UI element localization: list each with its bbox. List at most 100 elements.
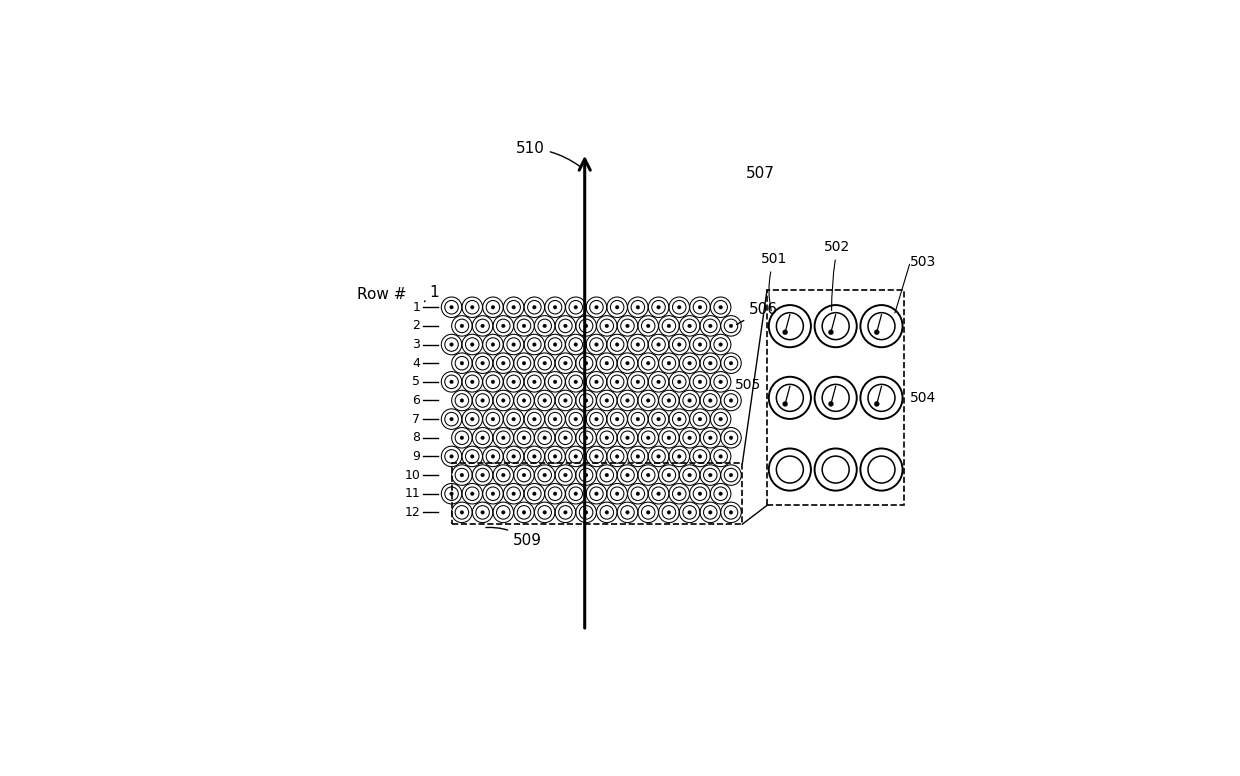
- Circle shape: [688, 436, 692, 440]
- Circle shape: [553, 417, 557, 421]
- Circle shape: [615, 343, 619, 346]
- Circle shape: [626, 399, 630, 402]
- Circle shape: [574, 492, 578, 496]
- Circle shape: [595, 455, 598, 459]
- Circle shape: [574, 455, 578, 459]
- Circle shape: [522, 436, 526, 440]
- Circle shape: [481, 473, 485, 477]
- Circle shape: [574, 306, 578, 309]
- Circle shape: [501, 399, 505, 402]
- Circle shape: [574, 380, 578, 383]
- Circle shape: [450, 306, 454, 309]
- Text: 8: 8: [413, 431, 420, 445]
- Circle shape: [646, 473, 650, 477]
- Circle shape: [584, 324, 588, 327]
- Circle shape: [491, 455, 495, 459]
- Text: 6: 6: [413, 394, 420, 407]
- Circle shape: [450, 455, 454, 459]
- Circle shape: [677, 380, 681, 383]
- Text: 2: 2: [413, 320, 420, 332]
- Circle shape: [595, 492, 598, 496]
- Circle shape: [470, 417, 474, 421]
- Circle shape: [450, 492, 454, 496]
- Circle shape: [491, 417, 495, 421]
- Circle shape: [512, 306, 516, 309]
- Circle shape: [522, 399, 526, 402]
- Circle shape: [532, 306, 536, 309]
- Circle shape: [636, 492, 640, 496]
- Circle shape: [553, 306, 557, 309]
- Circle shape: [563, 473, 567, 477]
- Circle shape: [532, 343, 536, 346]
- Circle shape: [636, 380, 640, 383]
- Circle shape: [460, 511, 464, 514]
- Circle shape: [667, 436, 671, 440]
- Text: 504: 504: [910, 391, 936, 405]
- Circle shape: [532, 492, 536, 496]
- Circle shape: [491, 492, 495, 496]
- Circle shape: [688, 362, 692, 365]
- Circle shape: [512, 343, 516, 346]
- Circle shape: [450, 380, 454, 383]
- Circle shape: [574, 343, 578, 346]
- Circle shape: [698, 343, 702, 346]
- Circle shape: [874, 330, 879, 334]
- Circle shape: [470, 306, 474, 309]
- Circle shape: [522, 362, 526, 365]
- Circle shape: [698, 492, 702, 496]
- Text: 3: 3: [413, 338, 420, 351]
- Circle shape: [512, 492, 516, 496]
- Circle shape: [512, 455, 516, 459]
- Text: 1: 1: [424, 285, 439, 302]
- Circle shape: [532, 455, 536, 459]
- Circle shape: [501, 362, 505, 365]
- Circle shape: [605, 399, 609, 402]
- Circle shape: [615, 306, 619, 309]
- Circle shape: [729, 473, 733, 477]
- Circle shape: [605, 362, 609, 365]
- Circle shape: [595, 380, 598, 383]
- Circle shape: [584, 399, 588, 402]
- Circle shape: [595, 343, 598, 346]
- Bar: [453, 463, 743, 524]
- Circle shape: [636, 343, 640, 346]
- Text: 1: 1: [413, 301, 420, 314]
- Circle shape: [605, 511, 609, 514]
- Circle shape: [522, 511, 526, 514]
- Circle shape: [677, 492, 681, 496]
- Circle shape: [491, 380, 495, 383]
- Text: 12: 12: [404, 506, 420, 519]
- Text: 9: 9: [413, 450, 420, 463]
- Circle shape: [491, 343, 495, 346]
- Circle shape: [563, 511, 567, 514]
- Circle shape: [605, 436, 609, 440]
- Circle shape: [615, 417, 619, 421]
- Circle shape: [543, 473, 547, 477]
- Circle shape: [460, 362, 464, 365]
- Circle shape: [646, 511, 650, 514]
- Circle shape: [782, 330, 787, 334]
- Circle shape: [584, 473, 588, 477]
- Circle shape: [719, 380, 723, 383]
- Circle shape: [605, 324, 609, 327]
- Circle shape: [657, 343, 661, 346]
- Circle shape: [688, 511, 692, 514]
- Circle shape: [481, 436, 485, 440]
- Circle shape: [460, 324, 464, 327]
- Circle shape: [553, 492, 557, 496]
- Circle shape: [719, 306, 723, 309]
- Circle shape: [543, 399, 547, 402]
- Circle shape: [626, 473, 630, 477]
- Circle shape: [657, 492, 661, 496]
- Circle shape: [563, 362, 567, 365]
- Circle shape: [626, 511, 630, 514]
- Circle shape: [677, 455, 681, 459]
- Circle shape: [501, 324, 505, 327]
- Circle shape: [646, 324, 650, 327]
- Text: 510: 510: [516, 141, 579, 166]
- Text: 7: 7: [413, 413, 420, 425]
- Circle shape: [636, 306, 640, 309]
- Circle shape: [657, 455, 661, 459]
- Circle shape: [708, 399, 712, 402]
- Circle shape: [698, 380, 702, 383]
